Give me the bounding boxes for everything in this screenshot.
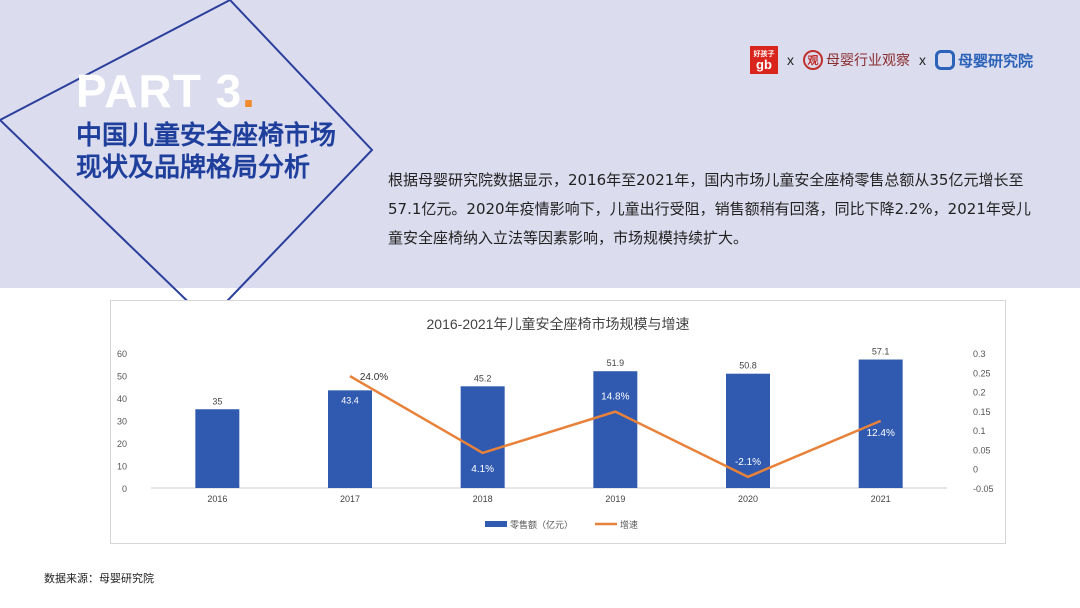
x-tick-label: 2016	[207, 494, 227, 504]
bar-value-label: 51.9	[607, 358, 625, 368]
x-tick-label: 2018	[473, 494, 493, 504]
market-chart: 2016-2021年儿童安全座椅市场规模与增速 0 10 20 30 40 50 60 -0.0…	[117, 316, 994, 530]
y-left-tick-label: 0	[122, 484, 127, 494]
growth-value-label: 14.8%	[601, 392, 629, 403]
bar-value-label: 45.2	[474, 373, 492, 383]
bar-2017	[328, 390, 372, 488]
bar-value-label: 57.1	[872, 347, 890, 357]
title-line-1: 中国儿童安全座椅市场	[76, 121, 337, 151]
x-tick-label: 2019	[605, 494, 625, 504]
growth-value-label: 24.0%	[360, 372, 388, 383]
chart-container: 2016-2021年儿童安全座椅市场规模与增速 0 10 20 30 40 50 60 -0.0…	[110, 300, 1006, 544]
shield-icon	[935, 50, 955, 70]
y-left-tick-label: 60	[117, 349, 127, 359]
x-tick-label: 2020	[738, 494, 758, 504]
legend-label-bar: 零售额（亿元）	[510, 519, 573, 530]
y-left-tick-label: 40	[117, 394, 127, 404]
growth-value-label: -2.1%	[735, 457, 761, 468]
y-right-tick-label: 0.1	[973, 426, 986, 436]
yanjiuyuan-logo: 母婴研究院	[935, 50, 1033, 71]
data-source: 数据来源：母婴研究院	[44, 572, 154, 585]
y-left-tick-label: 10	[117, 462, 127, 472]
growth-value-label: 4.1%	[471, 464, 494, 475]
y-right-tick-label: 0.25	[973, 368, 991, 378]
y-right-tick-label: 0.05	[973, 445, 991, 455]
y-right-tick-label: 0.3	[973, 349, 986, 359]
separator-x: x	[787, 52, 794, 68]
bar-value-label: 35	[212, 396, 222, 406]
partner-logos: 好孩子 gb x 观 母婴行业观察 x 母婴研究院	[750, 44, 1033, 76]
y-right-tick-label: 0.15	[973, 407, 991, 417]
y-right-tick-label: 0.2	[973, 388, 986, 398]
bar-2018	[460, 386, 505, 488]
x-tick-label: 2017	[340, 494, 360, 504]
description-text: 根据母婴研究院数据显示，2016年至2021年，国内市场儿童安全座椅零售总额从3…	[388, 171, 1031, 247]
growth-line	[349, 375, 882, 479]
growth-value-label: 12.4%	[866, 428, 894, 439]
myguancha-logo: 观 母婴行业观察	[803, 50, 910, 70]
gb-logo: 好孩子 gb	[750, 46, 778, 74]
header-band	[0, 0, 1080, 288]
x-tick-label: 2021	[871, 494, 891, 504]
separator-x: x	[919, 52, 926, 68]
y-left-tick-label: 30	[117, 417, 127, 427]
bar-2019	[593, 371, 638, 488]
decorative-diamond	[0, 0, 374, 323]
bar-2021	[858, 359, 903, 488]
y-left-tick-label: 20	[117, 439, 127, 449]
bar-value-label: 50.8	[739, 361, 757, 371]
part-label: PART 3.	[76, 65, 256, 117]
y-right-tick-label: -0.05	[973, 484, 994, 494]
y-left-tick-label: 50	[117, 372, 127, 382]
chart-title: 2016-2021年儿童安全座椅市场规模与增速	[427, 316, 690, 332]
y-right-tick-label: 0	[973, 465, 978, 475]
title-line-2: 现状及品牌格局分析	[76, 153, 311, 183]
legend-swatch-bar	[485, 521, 507, 527]
bar-2016	[195, 409, 240, 488]
bar-value-label: 43.4	[341, 395, 359, 405]
legend-label-line: 增速	[620, 519, 638, 530]
section-title: 中国儿童安全座椅市场 现状及品牌格局分析	[76, 120, 336, 184]
